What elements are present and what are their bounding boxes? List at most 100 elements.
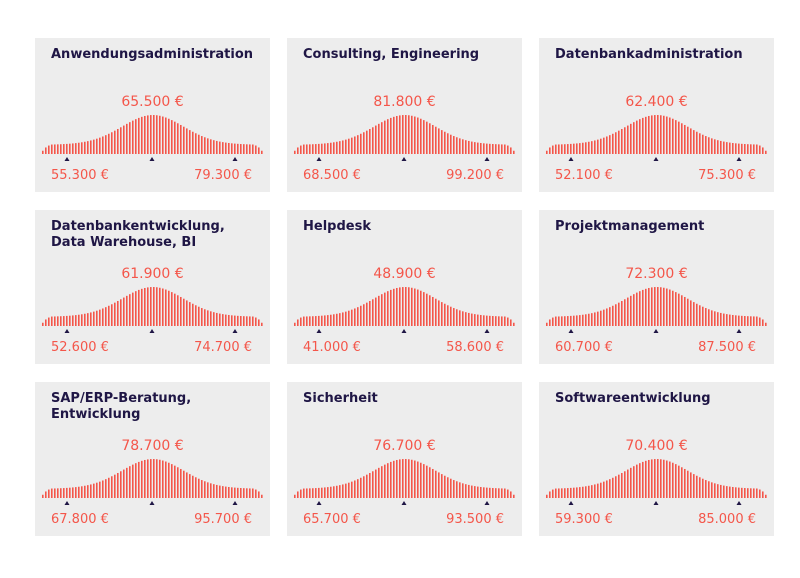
distribution-bar [363,132,365,154]
distribution-bar [309,144,311,154]
distribution-bar [54,316,56,326]
distribution-bar [387,291,389,326]
distribution-bar [306,316,308,326]
low-quartile-marker [316,157,322,161]
distribution-bar [633,466,635,498]
distribution-bar [342,484,344,498]
median-marker [149,329,155,333]
distribution-bar [756,316,758,326]
distribution-bar [78,486,80,498]
distribution-bar [141,116,143,154]
distribution-bar [705,308,707,326]
distribution-bar [372,471,374,498]
distribution-bar [165,461,167,498]
distribution-bar [666,288,668,326]
distribution-bar [348,310,350,326]
distribution-bar [354,136,356,154]
distribution-chart [42,115,263,161]
distribution-bar [330,486,332,498]
distribution-chart [42,459,263,505]
high-quartile-label: 99.200 € [446,168,504,183]
low-quartile-label: 65.700 € [303,512,361,527]
distribution-bar [582,314,584,326]
distribution-bar [459,138,461,154]
distribution-bar [150,287,152,326]
distribution-bar [663,459,665,498]
median-label: 81.800 € [373,94,436,110]
distribution-bar [72,143,74,154]
distribution-bar [57,316,59,326]
distribution-bar [159,115,161,154]
distribution-bar [729,142,731,154]
distribution-bar [570,487,572,498]
distribution-bar [99,309,101,326]
distribution-bar [684,296,686,326]
distribution-bar [690,472,692,498]
distribution-bar [579,487,581,498]
distribution-bar [618,474,620,498]
distribution-bar [630,467,632,498]
distribution-bar [210,311,212,326]
distribution-bar [606,136,608,154]
distribution-bar [720,484,722,498]
distribution-bar [399,115,401,154]
distribution-bar [54,488,56,498]
median-label: 65.500 € [121,94,184,110]
distribution-bar [426,293,428,326]
distribution-bar [600,310,602,326]
distribution-bar [483,487,485,498]
distribution-bar [396,287,398,326]
distribution-bar [216,140,218,154]
distribution-bar [42,150,44,154]
low-quartile-marker [316,329,322,333]
distribution-bar [717,484,719,498]
distribution-bar [345,139,347,154]
high-quartile-marker [736,329,742,333]
distribution-bar [483,315,485,326]
distribution-bar [141,460,143,498]
distribution-bar [177,295,179,326]
low-quartile-marker [64,157,70,161]
distribution-bar [456,309,458,326]
distribution-bar [192,475,194,498]
distribution-bar [588,485,590,498]
salary-card: Datenbankentwicklung, Data Warehouse, BI… [35,210,270,364]
distribution-bar [168,290,170,326]
card-title: Sicherheit [303,391,378,406]
distribution-bar [594,140,596,154]
distribution-bar [237,143,239,154]
distribution-bar [582,142,584,154]
distribution-bar [696,303,698,326]
distribution-bar [711,138,713,154]
distribution-bar [60,488,62,498]
distribution-bar [84,313,86,326]
distribution-bar [228,486,230,498]
distribution-bar [102,308,104,326]
distribution-bar [630,123,632,154]
distribution-bar [762,491,764,498]
distribution-bar [246,144,248,154]
distribution-bar [243,144,245,154]
distribution-bar [489,487,491,498]
distribution-bar [162,116,164,154]
distribution-bar [738,315,740,326]
distribution-bar [459,482,461,498]
distribution-bar [714,139,716,154]
distribution-bar [450,478,452,498]
distribution-bar [630,295,632,326]
median-label: 70.400 € [625,438,688,454]
distribution-bar [381,122,383,154]
salary-card: Consulting, Engineering 81.800 € 68.500 … [287,38,522,192]
distribution-bar [717,140,719,154]
distribution-bar [312,144,314,154]
distribution-bar [654,287,656,326]
distribution-bar [360,477,362,498]
distribution-bar [747,488,749,498]
distribution-bar [618,302,620,326]
distribution-bar [669,461,671,498]
distribution-bar [549,491,551,498]
distribution-bar [474,142,476,154]
distribution-bar [741,315,743,326]
distribution-bar [366,474,368,498]
distribution-bar [477,314,479,326]
